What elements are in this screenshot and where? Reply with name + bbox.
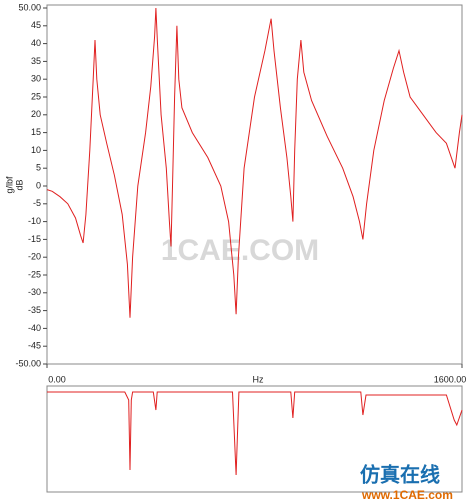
y-tick-label: 50.00	[18, 2, 41, 12]
plot-frame-lower	[46, 385, 463, 493]
y-tick-label: -20	[28, 252, 41, 262]
y-axis-units: g/lbf	[4, 176, 14, 194]
x-axis-label: Hz	[253, 374, 264, 384]
y-tick-label: -30	[28, 287, 41, 297]
y-tick-label: -25	[28, 269, 41, 279]
plot-frame	[46, 4, 463, 365]
y-tick-label: -15	[28, 234, 41, 244]
y-tick-label: -45	[28, 341, 41, 351]
y-tick-label: 30	[31, 74, 41, 84]
series-line	[46, 7, 463, 318]
watermark-site: www.1CAE.com	[361, 488, 453, 502]
x-tick-label: 0.00	[48, 374, 66, 384]
x-tick-label: 1600.00	[434, 374, 467, 384]
y-tick-label: -35	[28, 305, 41, 315]
y-tick-label: 0	[36, 180, 41, 190]
y-tick-label: 40	[31, 38, 41, 48]
y-tick-label: 15	[31, 127, 41, 137]
y-tick-label: 10	[31, 145, 41, 155]
y-tick-label: -5	[33, 198, 41, 208]
watermark-brand: 仿真在线	[360, 462, 440, 486]
y-tick-label: -40	[28, 323, 41, 333]
y-axis-label: dB	[14, 179, 24, 190]
y-tick-label: -10	[28, 216, 41, 226]
y-tick-label: 35	[31, 56, 41, 66]
y-tick-label: 45	[31, 20, 41, 30]
y-tick-label: 20	[31, 109, 41, 119]
y-tick-label: -50.00	[15, 358, 41, 368]
y-tick-label: 5	[36, 163, 41, 173]
y-tick-label: 25	[31, 91, 41, 101]
series-line	[47, 391, 463, 476]
